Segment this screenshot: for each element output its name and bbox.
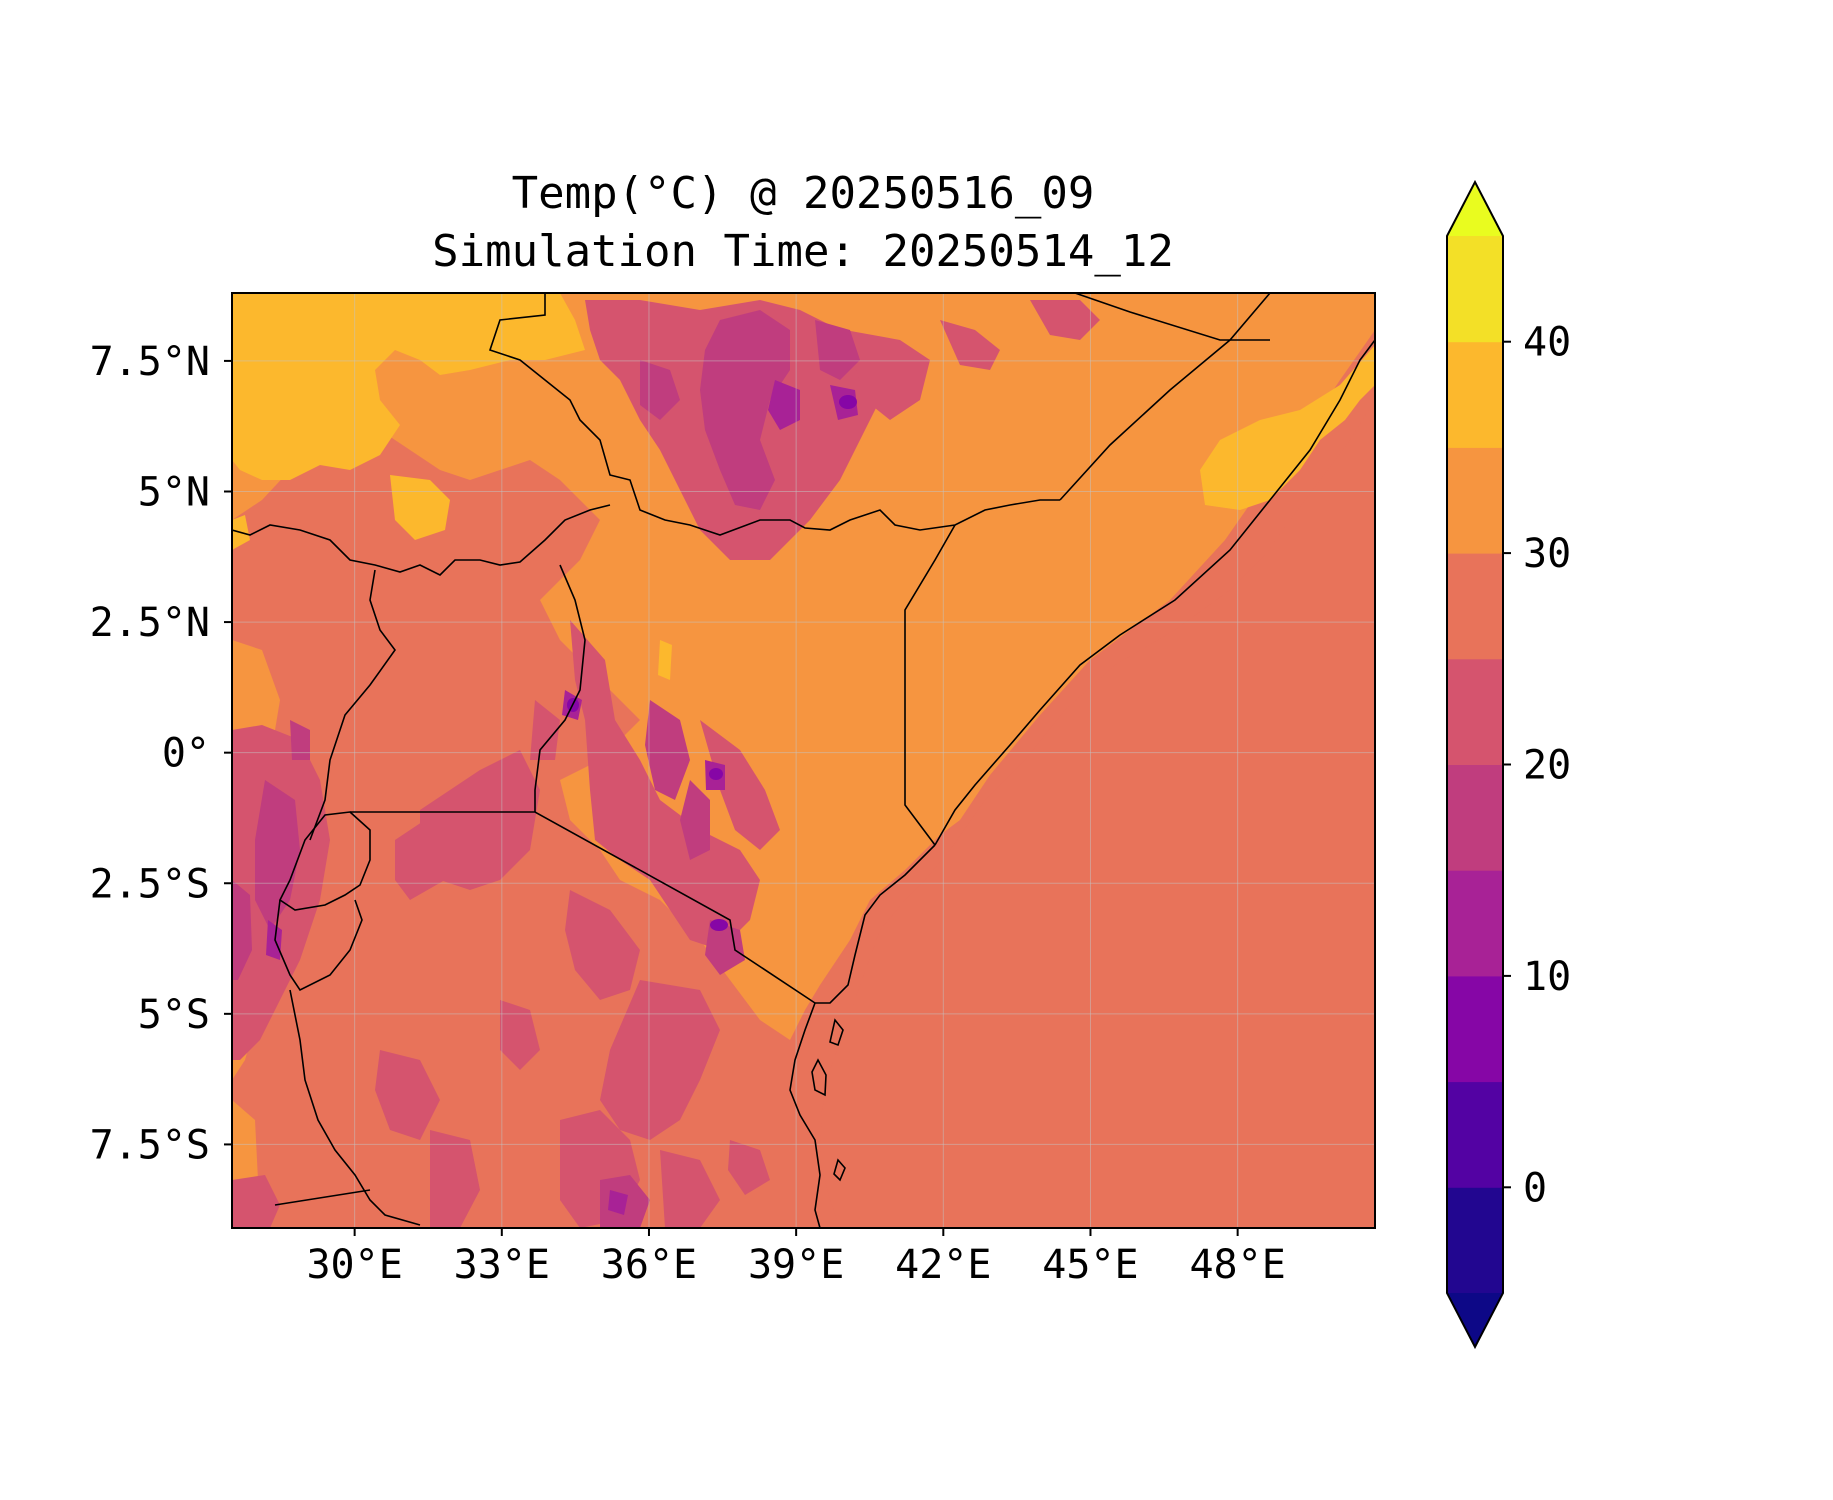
map-title-line1: Temp(°C) @ 20250516_09 xyxy=(512,168,1095,219)
colorbar-tick-label: 30 xyxy=(1523,531,1571,577)
y-tick-label: 2.5°N xyxy=(90,600,210,646)
x-tick-label: 39°E xyxy=(748,1242,844,1288)
x-axis-ticks: 30°E 33°E 36°E 39°E 42°E 45°E 48°E xyxy=(306,1228,1286,1288)
colorbar-segment xyxy=(1447,658,1503,765)
y-tick-label: 7.5°S xyxy=(90,1122,210,1168)
colorbar-segment xyxy=(1447,341,1503,448)
x-tick-label: 45°E xyxy=(1042,1242,1138,1288)
colorbar-outline xyxy=(1446,179,1504,1350)
colorbar-under-triangle xyxy=(1447,1293,1503,1347)
colorbar-segment xyxy=(1447,236,1503,343)
colorbar-tick-label: 10 xyxy=(1523,954,1571,1000)
colorbar-segment xyxy=(1447,764,1503,871)
colorbar-segment xyxy=(1447,447,1503,554)
x-tick-label: 30°E xyxy=(306,1242,402,1288)
colorbar-tick-label: 20 xyxy=(1523,743,1571,789)
y-tick-label: 5°S xyxy=(138,992,210,1038)
temperature-band-10-15 xyxy=(266,380,858,1215)
colorbar-tick-label: 0 xyxy=(1523,1165,1547,1211)
y-tick-label: 2.5°S xyxy=(90,861,210,907)
x-tick-label: 36°E xyxy=(601,1242,697,1288)
y-axis-ticks: 7.5°N 5°N 2.5°N 0° 2.5°S 5°S 7.5°S xyxy=(90,339,232,1168)
colorbar: 0 10 20 30 40 xyxy=(1446,179,1571,1350)
y-tick-label: 5°N xyxy=(138,469,210,515)
colorbar-tick-label: 40 xyxy=(1523,320,1571,366)
map-frame xyxy=(231,292,1376,1229)
map-panel xyxy=(231,292,1376,1229)
y-tick-label: 7.5°N xyxy=(90,339,210,385)
colorbar-segment xyxy=(1447,870,1503,977)
x-tick-label: 33°E xyxy=(454,1242,550,1288)
map-gridlines xyxy=(232,293,1375,1228)
colorbar-segment xyxy=(1447,553,1503,660)
x-tick-label: 48°E xyxy=(1189,1242,1285,1288)
map-title-line2: Simulation Time: 20250514_12 xyxy=(432,226,1174,277)
y-tick-label: 0° xyxy=(162,731,210,777)
colorbar-segment xyxy=(1447,975,1503,1083)
country-borders xyxy=(232,293,1375,1228)
colorbar-over-triangle xyxy=(1447,182,1503,236)
temperature-band-15-20 xyxy=(232,310,860,1228)
x-tick-label: 42°E xyxy=(895,1242,991,1288)
colorbar-segment xyxy=(1447,1081,1503,1188)
temperature-band-20-25 xyxy=(232,300,1100,1228)
indian-ocean-region xyxy=(820,400,1375,1228)
colorbar-segment xyxy=(1447,1187,1503,1294)
